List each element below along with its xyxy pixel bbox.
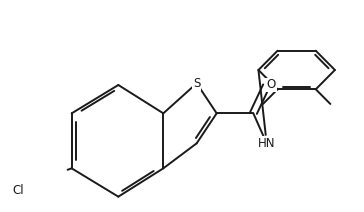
Text: Cl: Cl	[12, 184, 24, 197]
Text: HN: HN	[258, 137, 276, 150]
Text: O: O	[266, 78, 276, 92]
Text: S: S	[193, 77, 200, 90]
